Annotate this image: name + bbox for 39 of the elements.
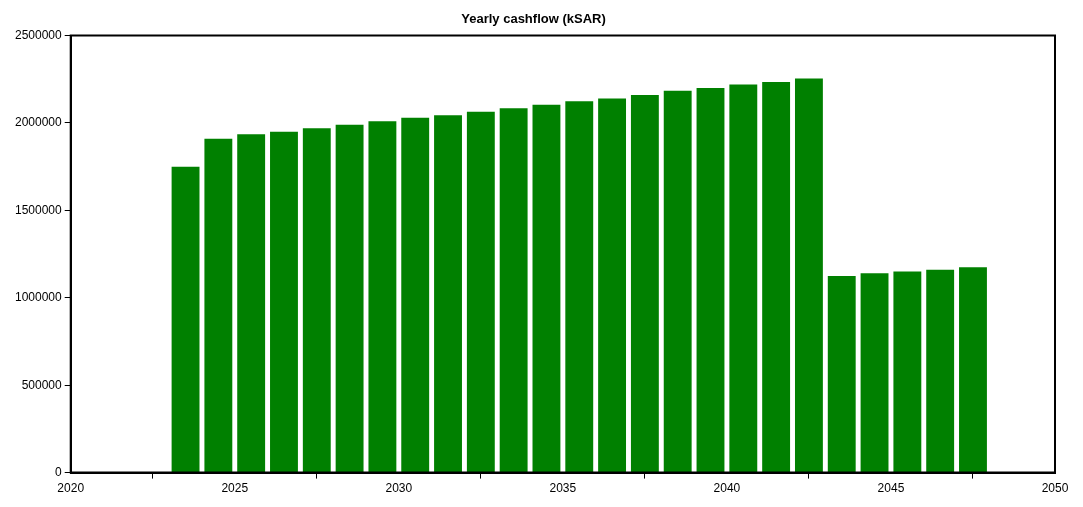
bar — [270, 131, 298, 473]
x-tick-label: 2020 — [57, 481, 85, 496]
bar — [762, 81, 791, 473]
x-tick-label: 2035 — [549, 481, 577, 496]
bar — [926, 269, 955, 473]
bar — [466, 111, 495, 473]
bar — [860, 273, 889, 473]
bar — [171, 166, 200, 473]
bar — [827, 275, 856, 473]
bar — [630, 95, 659, 473]
chart-title: Yearly cashflow (kSAR) — [461, 11, 606, 27]
x-tick-label: 2050 — [1041, 481, 1069, 496]
x-tick-label: 2045 — [877, 481, 905, 496]
bar — [401, 117, 430, 473]
bar — [729, 84, 758, 473]
y-tick-label: 1000000 — [15, 290, 63, 305]
x-tick-label: 2025 — [221, 481, 249, 496]
bar — [434, 115, 462, 473]
bar — [368, 121, 397, 473]
x-tick-label: 2040 — [713, 481, 741, 496]
bar — [532, 104, 561, 473]
y-tick-label: 500000 — [21, 377, 63, 392]
y-tick-label: 2000000 — [15, 115, 63, 130]
bar — [696, 88, 725, 473]
bar — [794, 78, 823, 473]
bar — [335, 124, 364, 473]
x-tick-label: 2030 — [385, 481, 413, 496]
bar — [237, 134, 266, 473]
bar — [302, 128, 331, 473]
bar — [959, 267, 987, 473]
bar — [565, 101, 594, 473]
bar — [663, 90, 692, 473]
y-tick-label: 1500000 — [15, 202, 63, 217]
y-tick-label: 2500000 — [15, 27, 63, 42]
bar — [499, 108, 528, 473]
bar — [204, 138, 233, 473]
bar — [893, 271, 922, 473]
y-tick-label: 0 — [55, 464, 63, 479]
bar — [598, 98, 627, 473]
